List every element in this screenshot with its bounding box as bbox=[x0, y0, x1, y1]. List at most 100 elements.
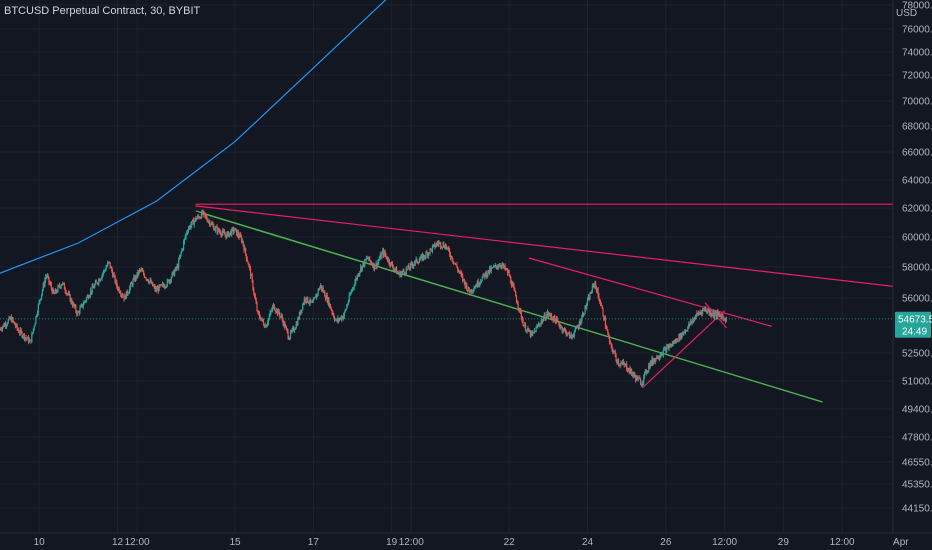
candle-body bbox=[226, 233, 228, 238]
candle-body bbox=[44, 279, 46, 286]
candle-body bbox=[448, 247, 450, 251]
candle-body bbox=[697, 313, 700, 314]
candle-body bbox=[347, 303, 349, 306]
candle-body bbox=[545, 318, 547, 320]
candle-body bbox=[180, 252, 182, 255]
y-tick-label: 62000.0 bbox=[902, 204, 932, 215]
candle-body bbox=[577, 326, 580, 328]
x-tick-label: 10 bbox=[34, 537, 46, 548]
candle-body bbox=[443, 243, 445, 248]
candle-body bbox=[279, 314, 281, 317]
candle-body bbox=[437, 243, 439, 245]
candle-body bbox=[370, 261, 372, 264]
candle-body bbox=[47, 275, 49, 277]
candle-body bbox=[128, 291, 130, 294]
candle-body bbox=[398, 274, 400, 275]
candle-body bbox=[174, 267, 177, 271]
candle-body bbox=[205, 215, 207, 217]
candle-body bbox=[552, 318, 554, 321]
candle-body bbox=[529, 331, 531, 337]
candle-body bbox=[385, 255, 387, 257]
trendline-green-support-lower[interactable] bbox=[203, 213, 823, 403]
candle-body bbox=[455, 264, 457, 266]
candle-body bbox=[294, 328, 296, 330]
price-scale-background[interactable] bbox=[893, 0, 932, 550]
trendline-pink-resistance-long[interactable] bbox=[195, 205, 932, 292]
candle-body bbox=[207, 221, 209, 222]
candle-body bbox=[694, 317, 696, 319]
candle-body bbox=[540, 321, 542, 325]
candle-body bbox=[300, 310, 302, 315]
candle-body bbox=[648, 364, 650, 371]
candle-body bbox=[356, 274, 358, 280]
candle-body bbox=[445, 245, 447, 249]
candle-body bbox=[410, 263, 412, 265]
candle-body bbox=[209, 221, 211, 226]
candle-body bbox=[538, 324, 540, 326]
symbol-title[interactable]: BTCUSD Perpetual Contract, 30, BYBIT bbox=[4, 5, 201, 17]
candle-body bbox=[197, 216, 199, 217]
trendline-pink-wedge-lower[interactable] bbox=[641, 310, 726, 389]
candle-body bbox=[282, 319, 284, 325]
candle-body bbox=[715, 312, 717, 314]
candle-body bbox=[155, 288, 157, 291]
candle-body bbox=[75, 305, 77, 312]
candle-body bbox=[16, 324, 18, 329]
candle-body bbox=[580, 321, 582, 325]
candle-body bbox=[722, 316, 724, 318]
candle-body bbox=[438, 242, 440, 245]
candle-body bbox=[649, 361, 651, 368]
candle-body bbox=[342, 316, 344, 319]
candle-body bbox=[209, 224, 212, 226]
trendline-pink-resistance-short[interactable] bbox=[528, 257, 772, 327]
candle-body bbox=[343, 312, 345, 317]
candle-body bbox=[260, 319, 262, 321]
candle-body bbox=[433, 243, 435, 245]
candle-body bbox=[678, 335, 680, 341]
candle-body bbox=[256, 303, 258, 311]
candle-body bbox=[374, 268, 376, 270]
candle-body bbox=[724, 319, 726, 322]
candle-body bbox=[336, 319, 338, 322]
candle-body bbox=[698, 312, 700, 314]
candle-body bbox=[706, 311, 709, 313]
candle-body bbox=[338, 318, 340, 321]
candle-body bbox=[352, 287, 354, 289]
candle-body bbox=[391, 263, 394, 267]
candle-body bbox=[269, 312, 271, 316]
trendline-pink-wedge-upper[interactable] bbox=[704, 302, 727, 329]
candle-body bbox=[659, 355, 661, 359]
candle-body bbox=[604, 318, 607, 327]
candle-body bbox=[494, 265, 496, 267]
time-scale-background[interactable] bbox=[0, 534, 932, 550]
candle-body bbox=[680, 333, 682, 338]
trendline-blue-curve[interactable] bbox=[0, 0, 392, 274]
candle-body bbox=[651, 358, 653, 364]
candle-body bbox=[117, 287, 119, 289]
candle-body bbox=[595, 283, 597, 288]
candle-body bbox=[157, 287, 159, 292]
candle-body bbox=[553, 315, 555, 321]
candle-body bbox=[148, 281, 150, 283]
candle-body bbox=[85, 300, 87, 302]
candle-body bbox=[413, 264, 415, 267]
candle-body bbox=[63, 283, 66, 290]
candle-body bbox=[400, 273, 403, 277]
candle-body bbox=[468, 287, 470, 293]
candle-body bbox=[329, 304, 332, 309]
candle-body bbox=[636, 375, 638, 381]
candle-body bbox=[169, 279, 172, 281]
candle-body bbox=[246, 259, 248, 262]
candle-body bbox=[618, 364, 620, 366]
candle-body bbox=[635, 376, 637, 381]
candle-body bbox=[673, 342, 675, 344]
trendline-layer[interactable] bbox=[0, 0, 932, 403]
candle-body bbox=[528, 328, 530, 332]
candle-body bbox=[585, 305, 587, 308]
candle-body bbox=[23, 334, 25, 337]
candle-body bbox=[389, 263, 391, 266]
candle-body bbox=[625, 364, 627, 365]
candle-body bbox=[165, 286, 167, 288]
